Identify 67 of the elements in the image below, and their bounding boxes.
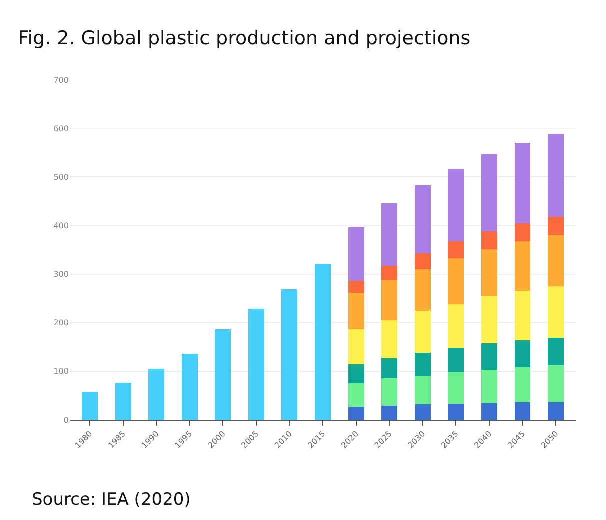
bar — [348, 330, 364, 365]
bar — [382, 406, 398, 420]
bar — [182, 354, 198, 420]
bar — [448, 258, 464, 304]
bar — [348, 384, 364, 407]
bar — [215, 330, 232, 420]
bar — [382, 280, 398, 320]
bar — [248, 308, 264, 420]
bar — [548, 366, 564, 403]
bar — [348, 293, 364, 330]
bar — [481, 403, 498, 420]
y-tick-label: 200 — [54, 318, 69, 328]
bar — [548, 216, 564, 235]
bar — [548, 286, 564, 338]
bar — [382, 266, 398, 280]
y-tick-label: 500 — [54, 172, 69, 182]
bar — [514, 223, 531, 242]
chart-title: Fig. 2. Global plastic production and projections — [18, 28, 471, 50]
bar — [548, 134, 564, 217]
bar — [448, 242, 464, 259]
bar — [448, 348, 464, 372]
bar — [514, 241, 531, 291]
bar — [382, 203, 398, 266]
bar — [382, 320, 398, 358]
bar — [448, 168, 464, 242]
bar — [448, 404, 464, 420]
bar — [414, 404, 431, 420]
bar — [548, 234, 564, 286]
bar — [548, 402, 564, 420]
bar — [414, 185, 431, 254]
bar — [514, 402, 531, 420]
bar — [481, 154, 498, 232]
bar — [514, 368, 531, 403]
bar — [315, 264, 331, 420]
bar — [348, 364, 364, 384]
source-note: Source: IEA (2020) — [32, 490, 191, 510]
y-tick-label: 400 — [54, 222, 69, 231]
bar — [82, 392, 98, 420]
bar — [481, 296, 498, 344]
bar — [414, 376, 431, 404]
y-tick-label: 300 — [54, 270, 69, 280]
y-tick-label: 700 — [54, 76, 69, 85]
bar — [382, 358, 398, 379]
bar — [348, 227, 364, 282]
bar — [481, 232, 498, 250]
bar — [414, 311, 431, 353]
bar — [148, 369, 165, 420]
bar — [348, 406, 364, 420]
y-tick-label: 0 — [64, 416, 69, 425]
y-tick-label: 100 — [54, 367, 69, 376]
y-tick-label: 600 — [54, 124, 69, 134]
bar — [514, 143, 531, 224]
bar — [348, 281, 364, 294]
bar — [548, 338, 564, 366]
bar — [514, 290, 531, 340]
bar — [414, 269, 431, 312]
bar — [282, 289, 298, 420]
bar — [115, 383, 132, 420]
bar — [481, 370, 498, 404]
bar — [514, 340, 531, 368]
bar — [414, 352, 431, 376]
bar — [448, 372, 464, 404]
bar — [382, 378, 398, 406]
bar — [448, 304, 464, 348]
bar — [481, 250, 498, 296]
bar — [414, 253, 431, 270]
bar — [481, 343, 498, 370]
